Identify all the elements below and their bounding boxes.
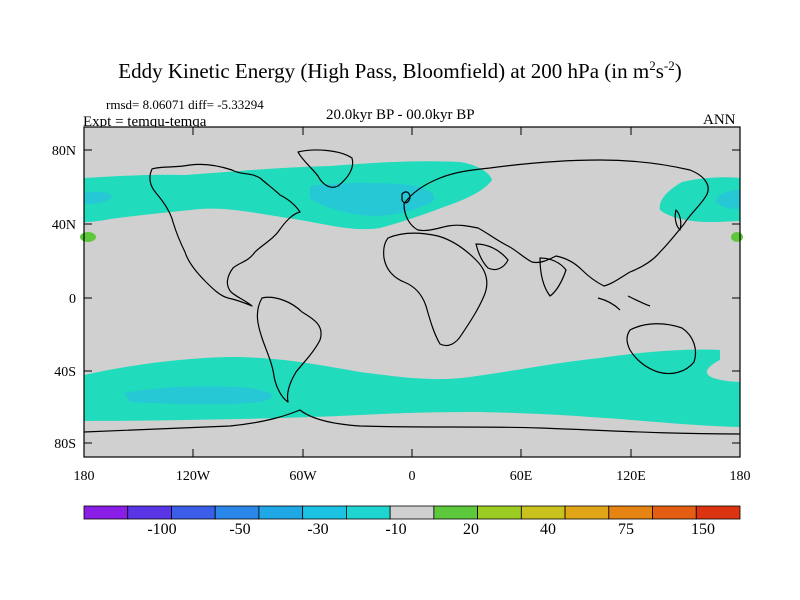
colorbar-swatch xyxy=(389,505,435,520)
nh-storm-track-east xyxy=(659,177,740,222)
plot-title: Eddy Kinetic Energy (High Pass, Bloomfie… xyxy=(118,58,682,83)
colorbar-swatch xyxy=(214,505,260,520)
lat-label-80n: 80N xyxy=(52,144,76,159)
lat-axis xyxy=(84,149,740,444)
lat-label-40n: 40N xyxy=(52,218,76,233)
colorbar-label: -10 xyxy=(385,521,406,538)
colorbar-label: 150 xyxy=(691,521,715,538)
period-label: 20.0kyr BP - 00.0kyr BP xyxy=(326,107,475,123)
lon-label-180e: 180 xyxy=(730,469,751,484)
experiment-label: Expt = temqu-temqa xyxy=(83,114,207,130)
colorbar-swatch xyxy=(608,505,653,520)
nh-core-west xyxy=(84,191,112,204)
lon-axis xyxy=(192,127,632,457)
colorbar-swatch xyxy=(695,505,741,520)
coastlines xyxy=(83,149,741,435)
colorbar-swatch xyxy=(433,505,479,520)
nh-core-east xyxy=(716,190,740,209)
colorbar-swatch xyxy=(477,505,522,520)
lon-label-120w: 120W xyxy=(176,469,211,484)
season-label: ANN xyxy=(703,112,736,128)
lat-label-0: 0 xyxy=(69,292,76,307)
colorbar-swatch xyxy=(302,505,347,520)
positive-patch-west xyxy=(80,232,96,242)
colorbar-swatch xyxy=(171,505,216,520)
lon-label-60e: 60E xyxy=(510,469,533,484)
colorbar-swatch xyxy=(652,505,697,520)
lon-label-60w: 60W xyxy=(289,469,317,484)
colorbar-swatch xyxy=(83,505,129,520)
colorbar-label: 20 xyxy=(463,521,479,538)
colorbar-swatch xyxy=(127,505,172,520)
colorbar-swatch xyxy=(564,505,610,520)
colorbar-label: -50 xyxy=(229,521,250,538)
colorbar-swatch xyxy=(258,505,304,520)
rmsd-stats: rmsd= 8.06071 diff= -5.33294 xyxy=(106,97,264,112)
positive-patch-east xyxy=(731,232,743,242)
lat-label-80s: 80S xyxy=(54,437,76,452)
lon-label-120e: 120E xyxy=(616,469,646,484)
sh-storm-track xyxy=(84,349,740,427)
colorbar-label: 75 xyxy=(618,521,634,538)
colorbar-swatch xyxy=(345,505,391,520)
colorbar-swatch xyxy=(520,505,566,520)
nh-core xyxy=(310,182,434,216)
lat-label-40s: 40S xyxy=(54,365,76,380)
lon-label-180w: 180 xyxy=(74,469,95,484)
colorbar-label: -30 xyxy=(307,521,328,538)
lon-label-0: 0 xyxy=(409,469,416,484)
colorbar-labels: -100 -50 -30 -10 20 40 75 150 xyxy=(147,521,715,538)
colorbar-label: -100 xyxy=(147,521,176,538)
colorbar xyxy=(83,505,741,520)
sh-core xyxy=(124,386,273,405)
colorbar-label: 40 xyxy=(540,521,556,538)
